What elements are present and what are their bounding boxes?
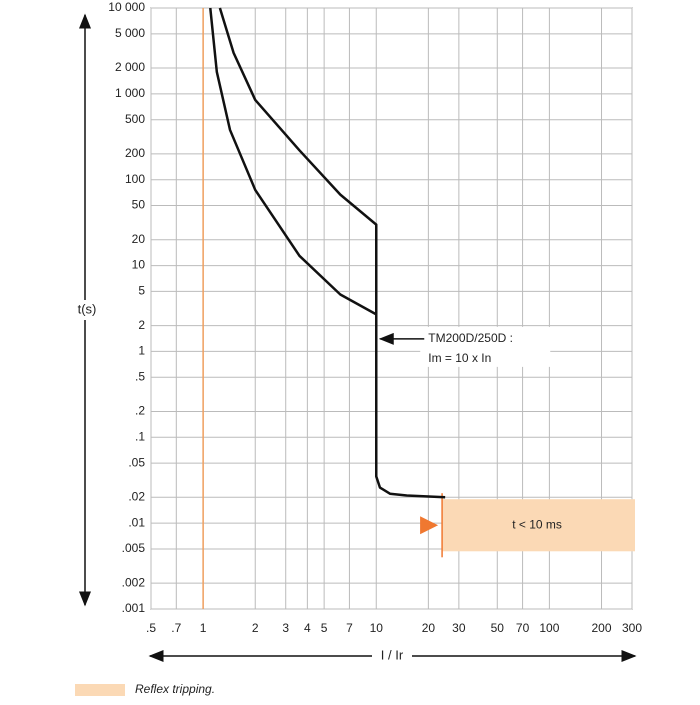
x-tick-label: .5: [146, 621, 156, 635]
y-tick-label: 5: [138, 284, 145, 298]
legend-label: Reflex tripping.: [135, 682, 215, 696]
y-axis-label: t(s): [78, 301, 97, 316]
y-tick-label: 50: [132, 198, 146, 212]
reflex-arrow: [420, 516, 439, 535]
curve: [218, 7, 378, 315]
reflex-label: t < 10 ms: [512, 517, 562, 531]
x-tick-label: 3: [282, 621, 289, 635]
y-tick-label: .05: [128, 455, 145, 469]
x-tick-label: 100: [539, 621, 559, 635]
x-tick-label: 200: [591, 621, 611, 635]
y-tick-label: .01: [128, 515, 145, 529]
x-axis-label: I / Ir: [381, 647, 404, 662]
reflex-zone: [442, 499, 635, 552]
label-bg: [80, 300, 94, 320]
y-tick-label: 1: [138, 344, 145, 358]
x-tick-label: 2: [252, 621, 259, 635]
legend-swatch: [75, 684, 125, 696]
x-tick-label: 70: [516, 621, 530, 635]
x-tick-label: 30: [452, 621, 466, 635]
y-tick-label: 10 000: [108, 0, 145, 14]
y-tick-label: 500: [125, 112, 145, 126]
y-tick-label: 5 000: [115, 26, 145, 40]
annotation-text: TM200D/250D :: [428, 331, 513, 345]
x-tick-label: 300: [622, 621, 642, 635]
y-tick-label: .2: [135, 404, 145, 418]
annotation-text: Im = 10 x In: [428, 351, 491, 365]
x-tick-label: 10: [370, 621, 384, 635]
y-tick-label: 100: [125, 172, 145, 186]
x-tick-label: 7: [346, 621, 353, 635]
y-tick-label: .002: [122, 575, 146, 589]
y-tick-label: 1 000: [115, 86, 145, 100]
x-tick-label: 1: [200, 621, 207, 635]
x-tick-label: 5: [321, 621, 328, 635]
y-tick-label: .5: [135, 369, 145, 383]
annotation-bg: [420, 326, 551, 367]
y-tick-label: 2: [138, 318, 145, 332]
x-tick-label: 50: [491, 621, 505, 635]
x-tick-label: .7: [171, 621, 181, 635]
y-tick-label: .1: [135, 429, 145, 443]
y-tick-label: .02: [128, 489, 145, 503]
y-tick-label: 200: [125, 146, 145, 160]
y-tick-label: 20: [132, 232, 146, 246]
label-bg: [372, 646, 412, 666]
y-tick-label: .001: [122, 601, 146, 615]
y-tick-label: 10: [132, 258, 146, 272]
x-tick-label: 20: [422, 621, 436, 635]
y-tick-label: .005: [122, 541, 146, 555]
y-tick-label: 2 000: [115, 60, 145, 74]
curve: [209, 7, 446, 499]
x-tick-label: 4: [304, 621, 311, 635]
